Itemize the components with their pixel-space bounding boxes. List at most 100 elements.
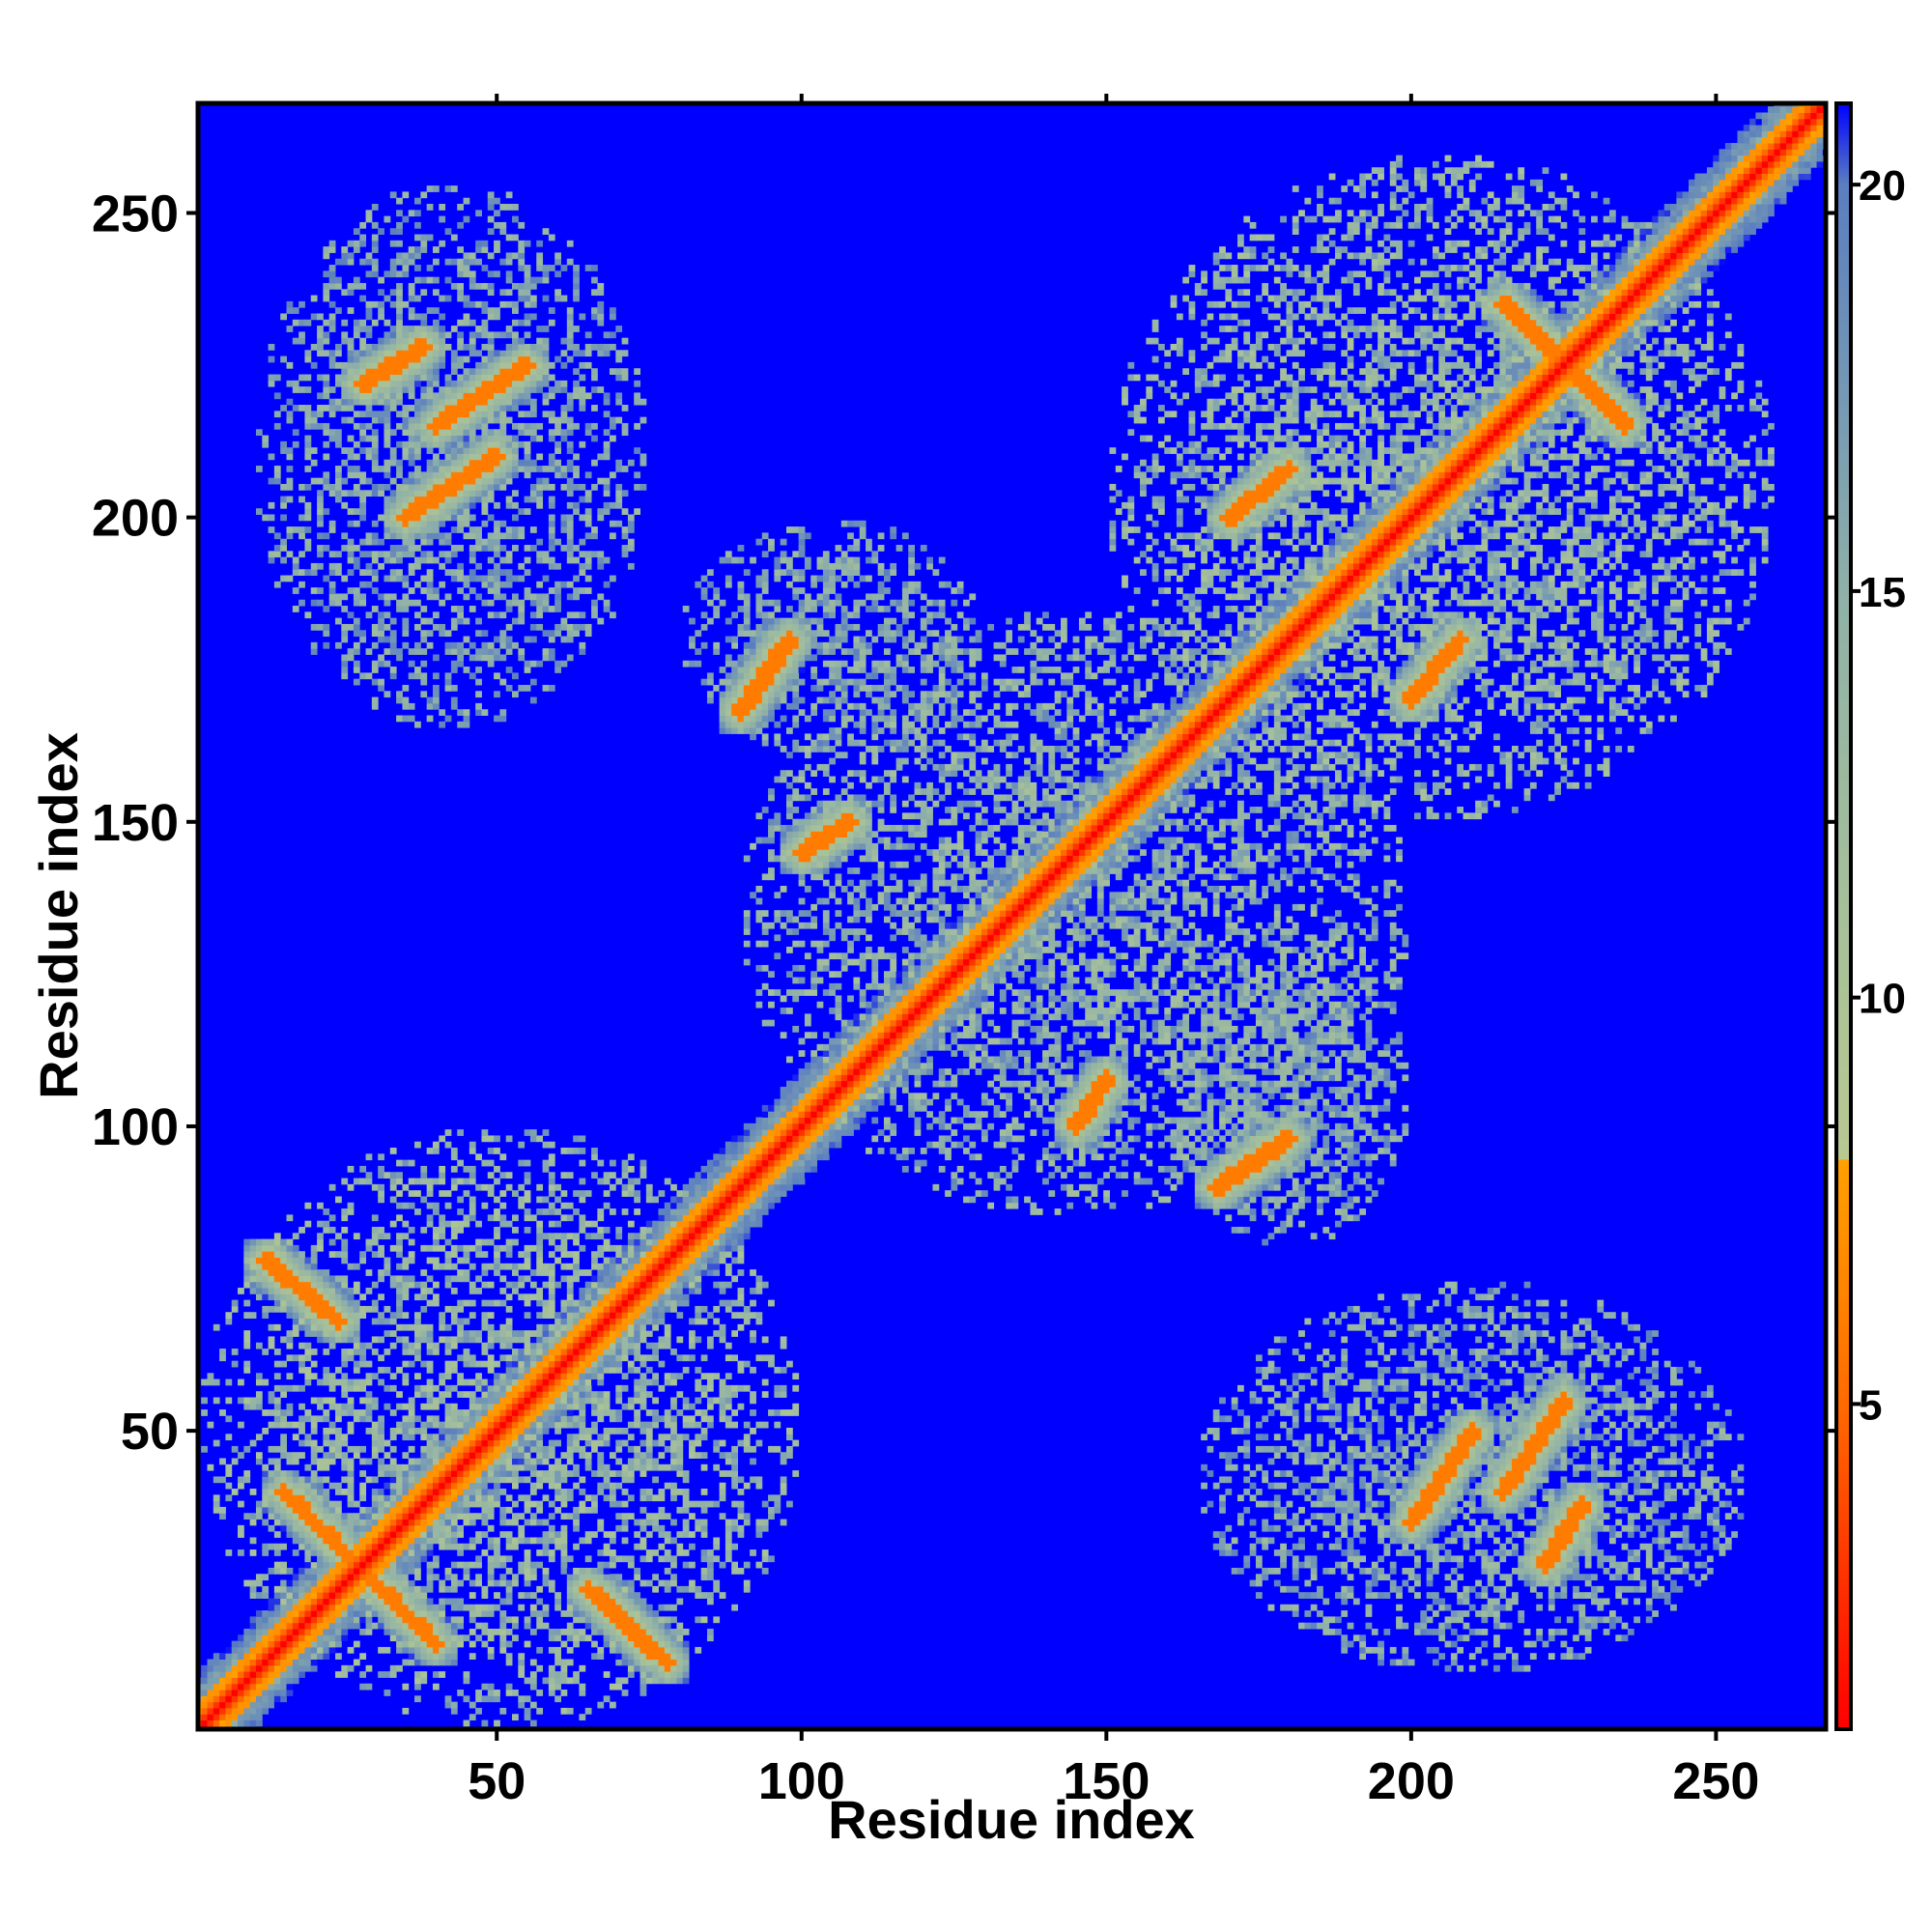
heatmap-cell xyxy=(1298,1384,1305,1392)
heatmap-cell xyxy=(1621,1349,1629,1355)
heatmap-cell xyxy=(499,1378,507,1386)
heatmap-cell xyxy=(591,1494,598,1502)
heatmap-cell xyxy=(676,1354,684,1362)
heatmap-cell xyxy=(1719,1531,1726,1538)
heatmap-cell xyxy=(1676,1567,1684,1575)
heatmap-cell xyxy=(719,1378,726,1386)
heatmap-cell xyxy=(724,1470,732,1477)
heatmap-cell xyxy=(536,1342,544,1350)
heatmap-cell xyxy=(414,1543,421,1550)
heatmap-cell xyxy=(645,1330,653,1337)
heatmap-cell xyxy=(529,1384,537,1392)
heatmap-cell xyxy=(529,1677,537,1685)
heatmap-cell xyxy=(542,1360,550,1368)
heatmap-cell xyxy=(1468,1470,1476,1477)
heatmap-cell xyxy=(597,1336,605,1344)
heatmap-cell xyxy=(408,1574,415,1581)
heatmap-cell xyxy=(481,1506,489,1514)
heatmap-cell xyxy=(639,1524,647,1532)
heatmap-cell xyxy=(414,1555,421,1563)
heatmap-cell xyxy=(1676,1555,1684,1563)
heatmap-cell xyxy=(1634,1439,1641,1447)
heatmap-cell xyxy=(1322,1476,1330,1484)
heatmap-cell xyxy=(225,1434,233,1441)
heatmap-cell xyxy=(597,1378,605,1386)
heatmap-cell xyxy=(494,1629,500,1635)
heatmap-cell xyxy=(1280,1482,1287,1490)
heatmap-cell xyxy=(420,1659,428,1666)
heatmap-cell xyxy=(219,1671,226,1678)
heatmap-cell xyxy=(1505,1463,1513,1471)
heatmap-cell xyxy=(1536,1403,1544,1410)
heatmap-cell xyxy=(457,1434,465,1441)
heatmap-cell xyxy=(384,1384,391,1392)
heatmap-cell xyxy=(292,1640,299,1648)
heatmap-cell xyxy=(463,1695,470,1703)
heatmap-cell xyxy=(335,1403,342,1410)
heatmap-cell xyxy=(1292,1604,1299,1611)
heatmap-cell xyxy=(292,1452,299,1459)
heatmap-cell xyxy=(1432,1646,1439,1654)
heatmap-cell xyxy=(529,1378,537,1386)
heatmap-cell xyxy=(518,1336,526,1344)
heatmap-cell xyxy=(1468,1415,1476,1423)
heatmap-cell xyxy=(1670,1604,1677,1611)
heatmap-cell xyxy=(1378,1421,1384,1429)
heatmap-cell xyxy=(1689,1574,1695,1581)
heatmap-cell xyxy=(1573,1482,1579,1490)
heatmap-cell xyxy=(1560,1415,1568,1423)
heatmap-cell xyxy=(243,1683,251,1690)
heatmap-cell xyxy=(432,1470,440,1477)
heatmap-cell xyxy=(621,1373,629,1380)
heatmap-cell xyxy=(518,1561,526,1569)
heatmap-cell xyxy=(566,1434,574,1441)
heatmap-cell xyxy=(353,1622,360,1630)
heatmap-cell xyxy=(481,1513,489,1520)
heatmap-cell xyxy=(1529,1640,1537,1648)
heatmap-cell xyxy=(1378,1470,1384,1477)
heatmap-cell xyxy=(792,1373,800,1380)
heatmap-cell xyxy=(505,1458,513,1465)
heatmap-cell xyxy=(505,1384,513,1392)
heatmap-cell xyxy=(505,1567,513,1575)
heatmap-cell xyxy=(408,1537,415,1545)
heatmap-cell xyxy=(584,1354,592,1362)
heatmap-cell xyxy=(469,1489,476,1495)
heatmap-cell xyxy=(554,1458,561,1465)
heatmap-cell xyxy=(365,1513,373,1520)
heatmap-cell xyxy=(554,1489,561,1495)
heatmap-cell xyxy=(1457,1439,1476,1447)
heatmap-cell xyxy=(1292,1439,1299,1447)
heatmap-cell xyxy=(426,1500,434,1508)
heatmap-cell xyxy=(1444,1640,1452,1648)
heatmap-cell xyxy=(402,1537,410,1545)
heatmap-cell xyxy=(518,1494,526,1502)
heatmap-cell xyxy=(573,1342,580,1350)
heatmap-cell xyxy=(1719,1421,1726,1429)
heatmap-cell xyxy=(1597,1463,1605,1471)
heatmap-cell xyxy=(1523,1629,1531,1635)
heatmap-cell xyxy=(1634,1524,1641,1532)
heatmap-cell xyxy=(536,1476,544,1484)
heatmap-cell xyxy=(439,1622,446,1630)
heatmap-cell xyxy=(408,1524,415,1532)
heatmap-cell xyxy=(750,1336,756,1344)
heatmap-cell xyxy=(584,1342,592,1350)
heatmap-cell xyxy=(1523,1349,1531,1355)
heatmap-cell xyxy=(1536,1391,1544,1398)
heatmap-cell xyxy=(579,1445,586,1453)
heatmap-cell xyxy=(444,1646,452,1654)
heatmap-cell xyxy=(450,1519,458,1526)
heatmap-cell xyxy=(664,1629,671,1635)
heatmap-cell xyxy=(499,1366,507,1374)
heatmap-cell xyxy=(529,1671,537,1678)
heatmap-cell xyxy=(450,1543,458,1550)
heatmap-cell xyxy=(499,1373,507,1380)
heatmap-cell xyxy=(573,1421,580,1429)
heatmap-cell xyxy=(645,1677,653,1685)
heatmap-cell xyxy=(1402,1506,1409,1514)
heatmap-cell xyxy=(1347,1543,1354,1550)
heatmap-cell xyxy=(1578,1384,1586,1392)
heatmap-cell xyxy=(1457,1494,1463,1502)
heatmap-cell xyxy=(1634,1421,1641,1429)
